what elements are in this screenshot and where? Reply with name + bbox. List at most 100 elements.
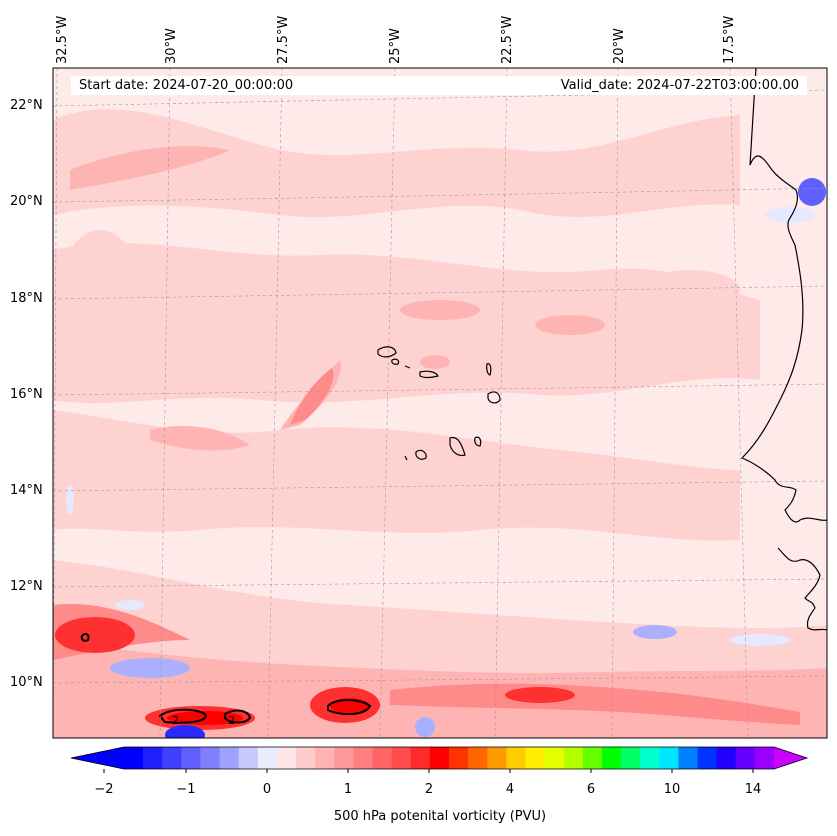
lat-label: 22°N: [10, 98, 43, 113]
colorbar-segment: [257, 747, 278, 769]
lat-label: 20°N: [10, 194, 43, 209]
gridline-lon: [379, 68, 396, 738]
gridline-lon: [159, 68, 171, 738]
colorbar-segment: [162, 747, 182, 769]
gridline-lon: [267, 68, 283, 738]
colorbar-segment: [544, 747, 565, 769]
valid-date-label: Valid_date: 2024-07-22T03:00:00.00: [560, 78, 799, 93]
island-brava: [404, 455, 408, 461]
start-date-label: Start date: 2024-07-20_00:00:00: [79, 78, 294, 93]
colorbar-segment: [372, 747, 393, 769]
lon-label: 32.5°W: [55, 15, 70, 64]
colorbar-segment: [601, 747, 622, 769]
map-plot-area: 2 2: [53, 68, 827, 738]
gridline-lat: [53, 187, 827, 203]
colorbar-segment: [276, 747, 297, 769]
jet-band-mid-east: [390, 683, 800, 725]
neg-pv-southeast: [730, 634, 790, 646]
colorbar-segment: [659, 747, 679, 769]
gridline-lon: [494, 68, 508, 738]
colorbar-segment: [429, 747, 450, 769]
gridline-lat: [53, 480, 827, 492]
lon-label: 25°W: [388, 28, 403, 64]
colorbar-tick-label: 0: [262, 782, 272, 797]
neg-pv-west-sliver: [66, 485, 74, 515]
colorbar-segments: [124, 747, 775, 769]
colorbar-tick-label: −1: [176, 782, 196, 797]
colorbar-segment: [353, 747, 374, 769]
colorbar-segment: [315, 747, 335, 769]
pv-patch-east: [640, 270, 740, 310]
neg-pv-core-southwest: [165, 725, 205, 738]
jet-core-west: [55, 617, 135, 653]
lon-label: 30°W: [164, 28, 179, 64]
colorbar-segment: [124, 747, 144, 769]
colorbar-ticks: [103, 769, 754, 773]
date-info-box: Start date: 2024-07-20_00:00:00 Valid_da…: [71, 76, 807, 95]
pv-spot-islands: [420, 355, 450, 369]
neg-pv-east-patch: [633, 625, 677, 639]
lon-label: 27.5°W: [276, 15, 291, 64]
island-maio: [474, 436, 482, 447]
colorbar-tick-label: 14: [744, 782, 762, 797]
colorbar-segment: [238, 747, 259, 769]
lon-label: 22.5°W: [500, 15, 515, 64]
colorbar-tick-label: −2: [94, 782, 114, 797]
neg-pv-northeast-halo: [765, 207, 815, 223]
island-santiago: [449, 436, 466, 457]
pv-spot-central: [400, 300, 480, 320]
colorbar-high-extension: [774, 747, 807, 769]
colorbar-segment: [621, 747, 641, 769]
lon-label: 17.5°W: [722, 15, 737, 64]
neg-pv-central-south: [415, 717, 435, 737]
pv-band-north: [53, 109, 740, 218]
pv-southern-jet: [53, 604, 827, 738]
colorbar-outline: [70, 746, 809, 770]
gridline-lon: [729, 68, 749, 738]
neg-pv-northeast-core: [798, 178, 826, 206]
island-sal: [486, 363, 492, 376]
neg-pv-west-large: [110, 658, 190, 678]
colorbar-segment: [143, 747, 163, 769]
colorbar-tick-label: 2: [424, 782, 434, 797]
pv-filament-diagonal: [290, 368, 334, 425]
pv-2-contours: [80, 632, 372, 724]
colorbar-segment: [487, 747, 507, 769]
pv-band-central: [53, 243, 760, 404]
gridline-lat: [53, 285, 827, 300]
colorbar-tick-label: 10: [663, 782, 681, 797]
colorbar-segment: [391, 747, 412, 769]
lon-label: 20°W: [612, 28, 627, 64]
island-santa-luzia: [404, 365, 411, 369]
pv2-contour-west: [158, 708, 207, 724]
colorbar-title: 500 hPa potenital vorticity (PVU): [333, 809, 547, 824]
colorbar-segment: [410, 747, 431, 769]
colorbar-low-extension: [71, 747, 124, 769]
colorbar-tick-label: 1: [343, 782, 353, 797]
contour-label-middle: 2: [228, 714, 235, 727]
island-boa-vista: [487, 391, 501, 404]
colorbar-segment: [678, 747, 699, 769]
colorbar-segment: [296, 747, 316, 769]
pv-streak-northwest: [70, 146, 230, 190]
pv2-contour-central: [327, 699, 372, 716]
colorbar-segment: [716, 747, 737, 769]
gridline-lat: [53, 89, 827, 107]
lat-label: 14°N: [10, 483, 43, 498]
colorbar-segment: [697, 747, 718, 769]
pv-patch-west: [60, 230, 140, 350]
gridline-lon: [53, 68, 58, 738]
cape-verde-islands: [377, 346, 501, 461]
lat-label: 10°N: [10, 675, 43, 690]
colorbar-segment: [640, 747, 660, 769]
pv-spot-east: [535, 315, 605, 335]
colorbar-segment: [200, 747, 221, 769]
colorbar-segment: [563, 747, 584, 769]
island-sao-nicolau: [419, 370, 439, 379]
colorbar-segment: [754, 747, 775, 769]
island-sao-vicente: [391, 358, 400, 365]
colorbar-segment: [506, 747, 526, 769]
colorbar-tick-label: 4: [505, 782, 515, 797]
contour-label-west: 2: [172, 714, 179, 727]
colorbar-segment: [468, 747, 488, 769]
